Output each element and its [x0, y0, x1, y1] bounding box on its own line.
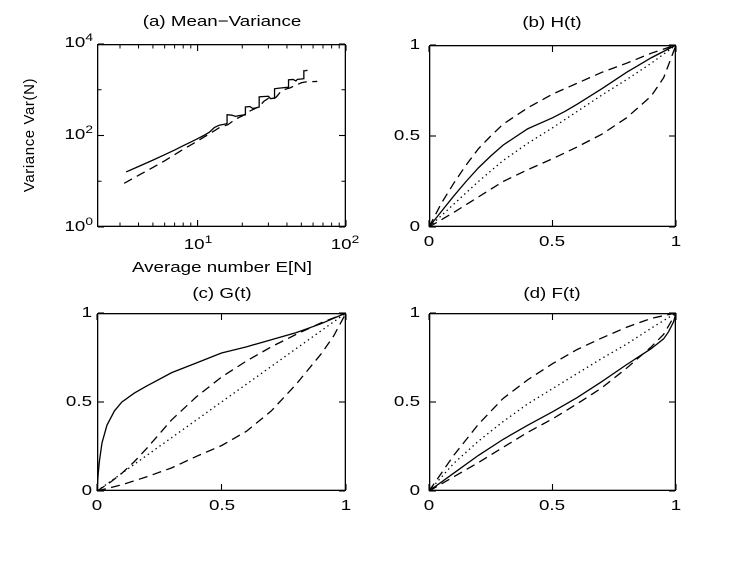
subplot-a-xtick-10e1: 101 [183, 234, 213, 253]
subplot-d-ytick-05: 0.5 [393, 393, 420, 410]
subplot-a-plot-area [96, 43, 347, 228]
subplot-a-ytick-10e2: 102 [64, 124, 93, 143]
subplot-d-ytick-0: 0 [409, 482, 420, 499]
subplot-a-xlabel: Average number E[N] [132, 259, 312, 276]
subplot-a-ytick-10e0: 100 [64, 216, 93, 235]
subplot-a-title: (a) Mean−Variance [142, 13, 302, 30]
subplot-b-ytick-1: 1 [409, 36, 420, 53]
subplot-c-title: (c) G(t) [192, 285, 252, 302]
subplot-c-xtick-05: 0.5 [208, 497, 236, 514]
subplot-a-xtick-10e2: 102 [330, 234, 360, 253]
subplot-c-ytick-0: 0 [81, 482, 92, 499]
subplot-c-plot-area [96, 312, 347, 492]
subplot-d-xtick-05: 0.5 [538, 497, 566, 514]
subplot-a-ytick-10e4: 104 [64, 32, 93, 51]
subplot-c-ytick-05: 0.5 [65, 393, 92, 410]
subplot-b-xtick-05: 0.5 [538, 233, 566, 250]
subplot-c-xtick-1: 1 [340, 497, 352, 514]
subplot-d-xtick-1: 1 [670, 497, 682, 514]
subplot-b-xtick-1: 1 [670, 233, 682, 250]
subplot-d-ytick-1: 1 [409, 304, 420, 321]
subplot-b-title: (b) H(t) [522, 14, 582, 31]
subplot-c-ytick-1: 1 [81, 304, 92, 321]
subplot-b-plot-area [428, 44, 677, 228]
subplot-b-xtick-0: 0 [423, 233, 435, 250]
subplot-b-ytick-05: 0.5 [393, 127, 420, 144]
subplot-b-ytick-0: 0 [409, 218, 420, 235]
subplot-d-title: (d) F(t) [523, 285, 581, 302]
subplot-c-xtick-0: 0 [91, 497, 103, 514]
subplot-d-plot-area [428, 312, 677, 492]
subplot-d-xtick-0: 0 [423, 497, 435, 514]
